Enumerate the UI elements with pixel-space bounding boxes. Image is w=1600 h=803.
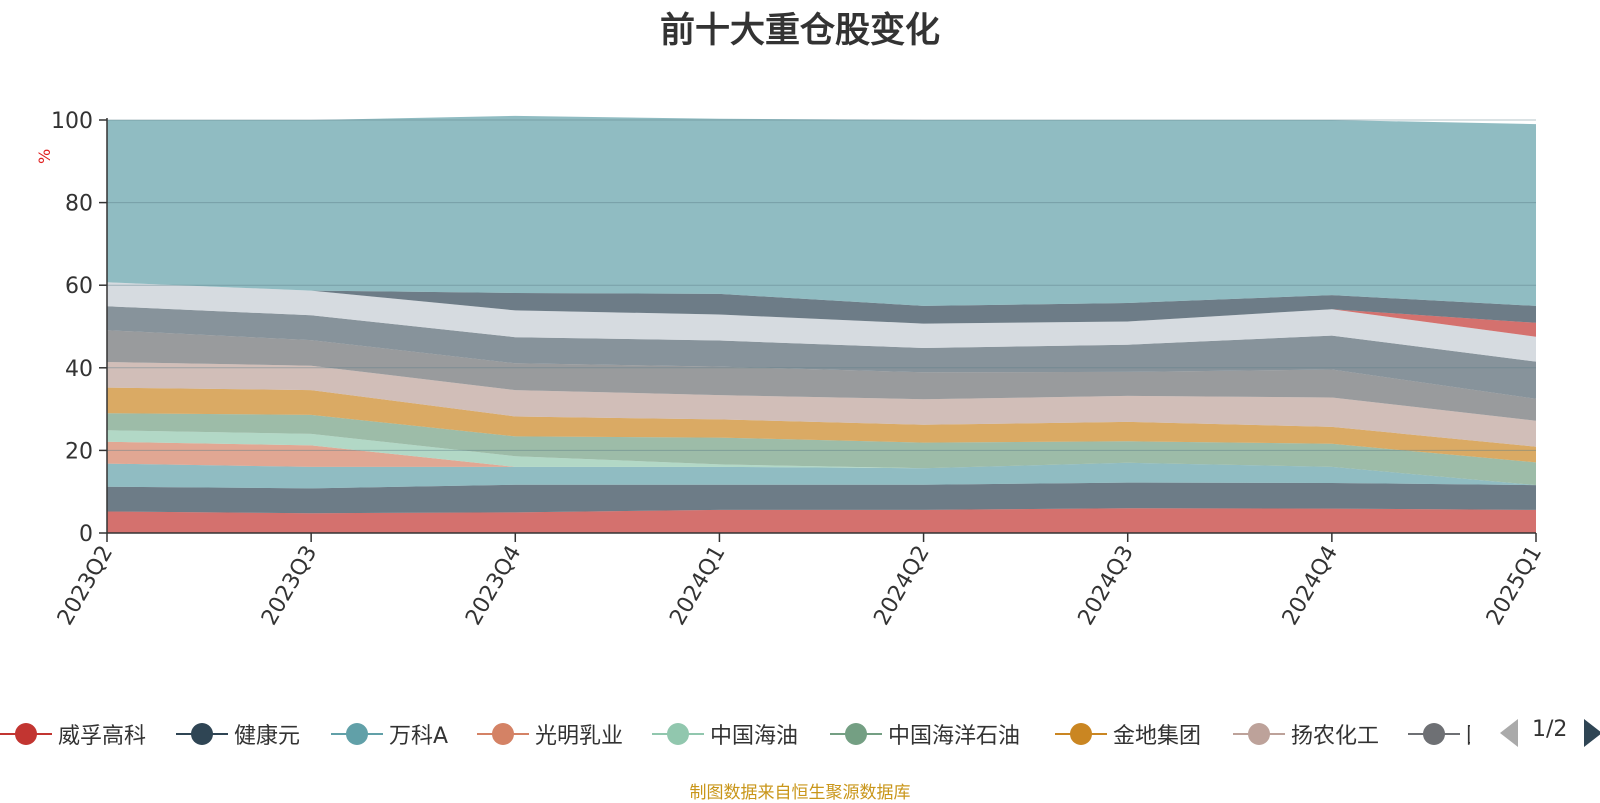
y-tick-label: 20 xyxy=(65,439,93,464)
area-series-4 xyxy=(107,441,1536,486)
x-tick-label: 2024Q3 xyxy=(1074,542,1139,630)
area-series-3 xyxy=(107,462,1536,489)
chart-title: 前十大重仓股变化 xyxy=(659,11,940,51)
area-series-7 xyxy=(107,387,1536,463)
legend-marker-icon xyxy=(0,723,52,745)
area-series-6 xyxy=(107,413,1536,486)
area-series-5 xyxy=(107,430,1536,486)
legend-label: 中国海油 xyxy=(710,724,799,749)
y-tick-label: 0 xyxy=(79,522,93,547)
area-series-11 xyxy=(107,282,1536,362)
area-series-13 xyxy=(107,282,1536,324)
legend-prev-page-icon[interactable] xyxy=(1498,718,1520,748)
legend-next-page-icon[interactable] xyxy=(1582,718,1600,748)
area-series-8 xyxy=(107,362,1536,447)
legend-item[interactable]: 中国海油 xyxy=(652,712,798,756)
legend-item[interactable]: 国 xyxy=(1408,712,1470,756)
legend-item[interactable]: 光明乳业 xyxy=(477,712,623,756)
y-tick-label: 40 xyxy=(65,357,93,382)
legend-pager: 1/2 xyxy=(1498,716,1600,750)
grid-lines xyxy=(107,119,1536,451)
x-tick-label: 2023Q3 xyxy=(257,542,322,630)
legend-marker-icon xyxy=(477,723,529,745)
legend-label: 健康元 xyxy=(234,724,301,749)
y-tick-label: 80 xyxy=(65,192,93,217)
legend-item[interactable]: 威孚高科 xyxy=(0,712,146,756)
legend-item[interactable]: 金地集团 xyxy=(1055,712,1201,756)
legend-marker-icon xyxy=(176,723,228,745)
legend-marker-icon xyxy=(1055,723,1107,745)
area-series-9 xyxy=(107,330,1536,421)
legend-label: 国 xyxy=(1466,718,1470,750)
legend: 威孚高科 健康元 万科A 光明乳业 中国海油 中国海洋石油 金地集团 扬农化工 国 xyxy=(0,712,1600,756)
legend-marker-icon xyxy=(331,723,383,745)
legend-item[interactable]: 中国海洋石油 xyxy=(830,712,1020,756)
x-tick-label: 2025Q1 xyxy=(1482,542,1547,630)
area-series-layer xyxy=(107,115,1536,533)
area-series-10 xyxy=(107,306,1536,399)
legend-items: 威孚高科 健康元 万科A 光明乳业 中国海油 中国海洋石油 金地集团 扬农化工 国 xyxy=(0,712,1470,756)
legend-label: 中国海洋石油 xyxy=(888,724,1021,749)
legend-label: 金地集团 xyxy=(1113,724,1202,749)
legend-label: 威孚高科 xyxy=(58,724,147,749)
legend-marker-icon xyxy=(1408,723,1460,745)
legend-label: 万科A xyxy=(389,724,449,749)
source-note: 制图数据来自恒生聚源数据库 xyxy=(689,783,911,803)
legend-marker-icon xyxy=(652,723,704,745)
x-tick-label: 2024Q4 xyxy=(1278,542,1343,630)
y-tick-label: 60 xyxy=(65,274,93,299)
y-axis-unit-label: % xyxy=(35,149,54,164)
x-tick-label: 2024Q1 xyxy=(665,542,730,630)
area-series-14 xyxy=(107,115,1536,306)
legend-label: 扬农化工 xyxy=(1291,724,1380,749)
legend-marker-icon xyxy=(1233,723,1285,745)
x-tick-label: 2024Q2 xyxy=(869,542,934,630)
y-tick-label: 100 xyxy=(51,109,93,134)
x-tick-label: 2023Q2 xyxy=(53,542,118,630)
legend-item[interactable]: 扬农化工 xyxy=(1233,712,1379,756)
x-tick-label: 2023Q4 xyxy=(461,542,526,630)
legend-label: 光明乳业 xyxy=(535,724,624,749)
legend-page-indicator: 1/2 xyxy=(1532,717,1568,742)
legend-item[interactable]: 健康元 xyxy=(176,712,300,756)
area-chart: % 0 20 40 60 80 100 2023Q2 2023Q3 2023Q4 2024Q1 20… xyxy=(35,109,1547,630)
area-series-1 xyxy=(107,508,1536,533)
area-series-2 xyxy=(107,482,1536,514)
legend-marker-icon xyxy=(830,723,882,745)
legend-item[interactable]: 万科A xyxy=(331,712,448,756)
